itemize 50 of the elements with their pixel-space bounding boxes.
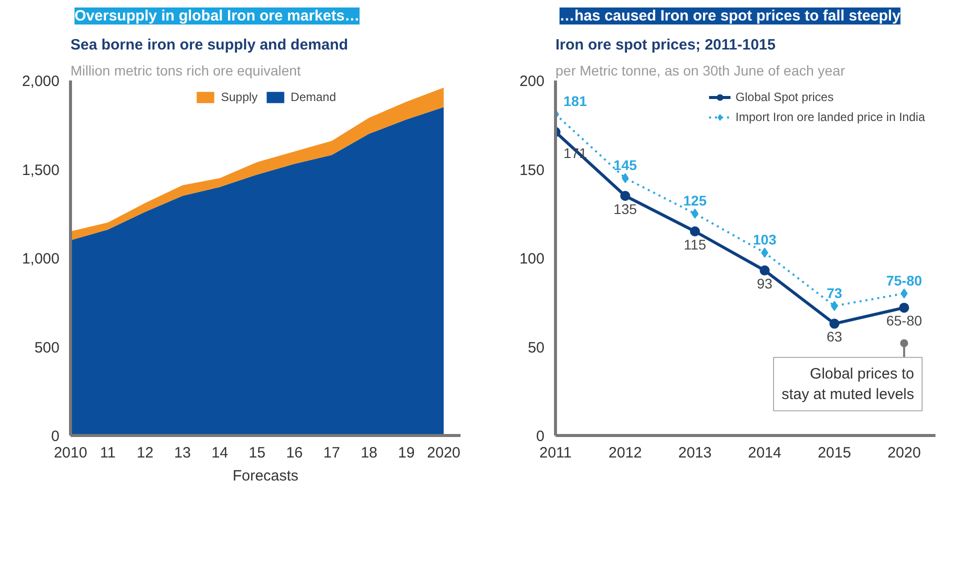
annotation: Global prices to stay at muted levels: [782, 365, 914, 403]
x-tick-label: 16: [286, 444, 303, 462]
y-tick-label: 2,000: [22, 73, 60, 90]
data-label: 63: [826, 328, 842, 345]
x-tick-label: 11: [100, 444, 116, 462]
chart-title: Oversupply in global Iron ore markets…: [74, 8, 360, 24]
y-tick-label: 150: [519, 162, 545, 179]
data-label: 73: [826, 284, 842, 301]
x-tick-label: 14: [211, 444, 228, 462]
legend-label: Supply: [220, 90, 258, 104]
chart-subtitle: Iron ore spot prices; 2011-1015: [556, 36, 776, 54]
y-tick-label: 0: [536, 428, 544, 445]
y-tick-label: 1,500: [22, 162, 60, 179]
x-tick-label: 2015: [818, 444, 852, 462]
y-tick-label: 50: [528, 339, 545, 356]
x-tick-label: 12: [136, 444, 154, 462]
x-tick-label: 2012: [608, 444, 642, 462]
legend-label: Demand: [290, 90, 336, 104]
chart-title: …has caused Iron ore spot prices to fall steeply: [560, 8, 902, 24]
x-tick-label: 2020: [887, 444, 921, 462]
x-tick-label: 2010: [54, 444, 88, 462]
x-tick-label: 15: [248, 444, 266, 462]
y-tick-label: 1,000: [22, 250, 60, 268]
x-tick-label: 2011: [539, 444, 572, 462]
x-tick-label: 17: [323, 444, 340, 462]
data-label: 145: [614, 157, 638, 174]
x-tick-label: 13: [174, 444, 191, 462]
legend-label: Import Iron ore landed price in India: [736, 110, 925, 124]
x-tick-label: 19: [398, 444, 415, 462]
data-label: 75-80: [886, 272, 922, 288]
data-label: 93: [756, 275, 773, 292]
data-label: 125: [683, 192, 707, 209]
y-tick-label: 200: [519, 73, 545, 90]
legend-label: Global Spot prices: [736, 90, 834, 104]
chart-subtitle: Sea borne iron ore supply and demand: [70, 36, 348, 54]
y-tick-label: 100: [519, 250, 545, 268]
data-label: 65-80: [886, 312, 922, 329]
y-axis-title: Million metric tons rich ore equivalent: [70, 62, 301, 78]
data-label: 103: [752, 232, 777, 248]
text: Forecasts: [232, 468, 298, 484]
data-label: 135: [614, 200, 638, 217]
x-tick-label: 2014: [748, 444, 782, 462]
data-label: 181: [564, 93, 588, 110]
x-tick-label: 2013: [678, 444, 712, 462]
x-tick-label: 2020: [427, 444, 460, 462]
y-tick-label: 0: [51, 428, 60, 445]
y-tick-label: 500: [34, 339, 60, 356]
y-axis-title: per Metric tonne, as on 30th June of each year: [556, 62, 846, 78]
x-tick-label: 18: [360, 444, 378, 462]
data-label: 115: [684, 236, 706, 252]
